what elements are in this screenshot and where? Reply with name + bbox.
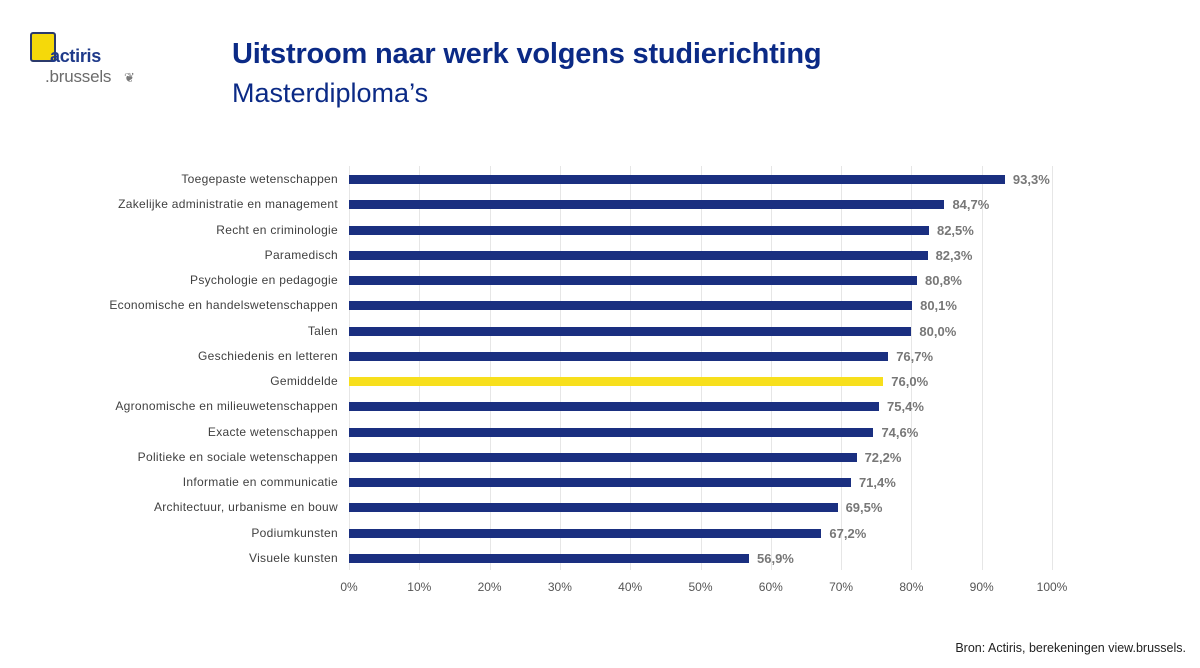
data-label: 76,7% (896, 348, 934, 364)
x-tick-label: 40% (618, 580, 643, 594)
gridline (349, 166, 350, 570)
category-label: Toegepaste wetenschappen (181, 172, 338, 186)
average-bar (349, 377, 884, 386)
bar (349, 553, 749, 563)
bar (349, 503, 838, 513)
category-label: Architectuur, urbanisme en bouw (153, 500, 338, 515)
bar (349, 452, 857, 462)
data-label: 80,1% (920, 298, 957, 314)
gridline (1052, 166, 1053, 570)
chart-subtitle: Masterdiploma’s (232, 78, 429, 108)
data-label: 76,0% (891, 374, 929, 389)
swan-icon: ❦ (124, 70, 135, 85)
category-label: Economische en handelswetenschappen (109, 298, 338, 313)
bar (349, 478, 851, 487)
actiris-brussels-logo: actiris .brussels ❦ (26, 30, 156, 90)
x-tick-label: 0% (340, 580, 358, 594)
x-tick-label: 80% (899, 580, 924, 594)
x-tick-label: 60% (758, 580, 783, 594)
bar (349, 402, 880, 412)
x-tick-label: 10% (407, 580, 432, 594)
gridline (981, 166, 983, 570)
data-label: 75,4% (887, 399, 924, 415)
data-label: 80,0% (919, 323, 957, 339)
bar (349, 175, 1005, 184)
data-label: 82,3% (935, 247, 973, 263)
category-label: Visuele kunsten (248, 550, 338, 565)
category-label: Paramedisch (264, 247, 338, 262)
bar (349, 351, 889, 361)
gridline (559, 166, 561, 570)
bar (349, 301, 913, 311)
bar (349, 200, 945, 210)
data-label: 84,7% (952, 197, 990, 213)
category-label: Zakelijke administratie en management (118, 197, 338, 212)
plot-area (349, 166, 1053, 570)
bar (349, 276, 918, 285)
data-label: 93,3% (1012, 172, 1050, 187)
x-tick-label: 50% (688, 580, 713, 594)
category-label: Podiumkunsten (251, 525, 338, 540)
source-note: Bron: Actiris, berekeningen view.brussel… (955, 641, 1186, 655)
bar (349, 427, 874, 437)
chart-title: Uitstroom naar werk volgens studierichti… (232, 38, 822, 70)
data-label: 80,8% (925, 273, 962, 288)
category-label: Recht en criminologie (216, 222, 338, 237)
gridline (630, 166, 632, 570)
gridline (419, 166, 421, 570)
data-label: 67,2% (829, 525, 867, 541)
x-tick-label: 90% (969, 580, 994, 594)
category-label: Talen (307, 323, 338, 338)
data-label: 71,4% (858, 475, 896, 490)
data-label: 69,5% (845, 500, 883, 516)
category-label: Informatie en communicatie (182, 475, 338, 489)
bar (349, 250, 928, 260)
category-label: Geschiedenis en letteren (198, 348, 338, 363)
gridline (489, 166, 491, 570)
gridline (911, 166, 913, 570)
gridline (841, 166, 843, 570)
data-label: 72,2% (864, 449, 902, 465)
gridline (770, 166, 772, 570)
logo-text-brussels: .brussels (45, 67, 112, 86)
logo-square-icon (30, 32, 56, 62)
data-label: 56,9% (757, 550, 794, 566)
x-tick-label: 30% (547, 580, 572, 594)
data-label: 74,6% (881, 424, 919, 440)
data-label: 82,5% (936, 222, 974, 238)
bar (349, 225, 929, 235)
x-tick-label: 20% (477, 580, 502, 594)
bar (349, 528, 822, 538)
category-label: Exacte wetenschappen (207, 424, 338, 439)
category-label: Psychologie en pedagogie (190, 273, 338, 287)
category-label: Gemiddelde (270, 374, 338, 388)
category-label: Agronomische en milieuwetenschappen (115, 399, 338, 414)
x-tick-label: 70% (829, 580, 854, 594)
x-tick-label: 100% (1036, 580, 1068, 594)
category-label: Politieke en sociale wetenschappen (137, 449, 338, 464)
logo-text-actiris: actiris (50, 46, 101, 66)
gridline (700, 166, 702, 570)
bar (349, 326, 912, 336)
